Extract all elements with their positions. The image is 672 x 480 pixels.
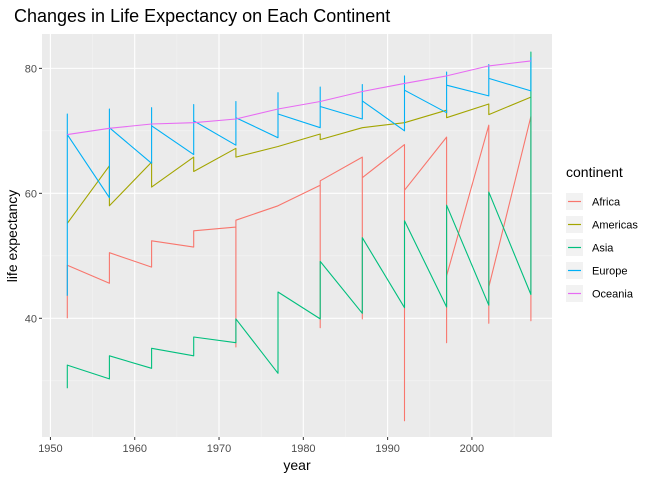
chart-title: Changes in Life Expectancy on Each Conti… <box>14 6 390 26</box>
x-tick-label-1960: 1960 <box>122 443 146 455</box>
series-line-africa <box>66 115 532 422</box>
axis-ticks: 1950 1960 1970 1980 1990 2000 40 60 80 <box>25 63 484 455</box>
x-tick-label-2000: 2000 <box>460 443 484 455</box>
plot-panel <box>42 34 552 437</box>
legend-label-asia: Asia <box>592 243 614 255</box>
grid-major <box>42 34 552 437</box>
legend: continent Africa Americas Asia Europe Oceani… <box>566 164 638 302</box>
series-line-europe <box>66 57 532 296</box>
y-tick-label-40: 40 <box>25 313 37 325</box>
x-tick-label-1990: 1990 <box>375 443 399 455</box>
series-layer <box>66 51 532 422</box>
legend-label-americas: Americas <box>592 220 638 232</box>
x-tick-label-1970: 1970 <box>207 443 231 455</box>
series-line-oceania <box>67 60 531 136</box>
x-tick-label-1980: 1980 <box>291 443 315 455</box>
legend-label-oceania: Oceania <box>592 289 634 301</box>
y-tick-label-80: 80 <box>25 63 37 75</box>
legend-label-africa: Africa <box>592 197 621 209</box>
x-axis-title: year <box>283 457 311 473</box>
y-tick-label-60: 60 <box>25 188 37 200</box>
legend-title: continent <box>566 164 623 180</box>
x-tick-label-1950: 1950 <box>38 443 62 455</box>
series-line-asia <box>66 51 532 389</box>
grid-minor <box>42 34 552 437</box>
y-axis-title: life expectancy <box>4 190 20 283</box>
legend-label-europe: Europe <box>592 266 627 278</box>
